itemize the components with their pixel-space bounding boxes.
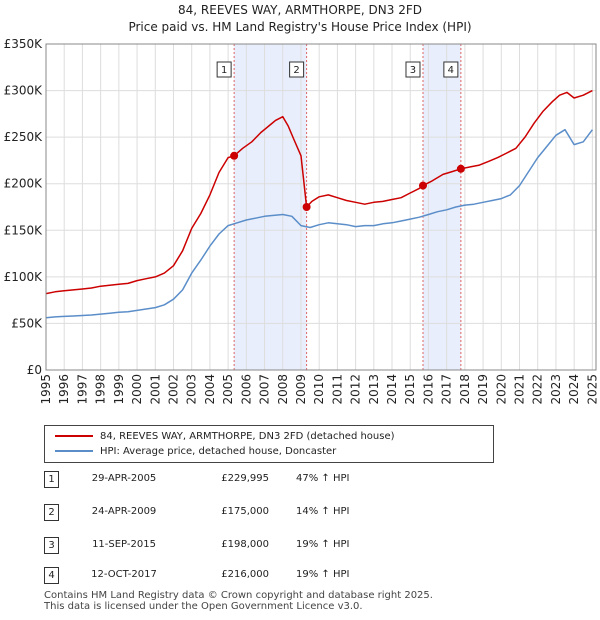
price-chart: £0 £50K £100K £150K £200K £250K £300K £350K 1995… bbox=[4, 37, 600, 405]
sale-number: 3 bbox=[44, 537, 59, 554]
sale-label-box bbox=[216, 61, 232, 78]
sale-row: 4 12-OCT-2017 £216,000 19% ↑ HPI bbox=[44, 567, 524, 585]
sale-row: 3 11-SEP-2015 £198,000 19% ↑ HPI bbox=[44, 537, 524, 555]
sale-label-box bbox=[443, 61, 459, 78]
sale-label-box bbox=[289, 61, 305, 78]
x-tick-label: 2013 bbox=[367, 374, 381, 405]
y-tick-label: £150K bbox=[4, 223, 44, 237]
property-price-line bbox=[45, 89, 593, 295]
x-tick-label: 1999 bbox=[112, 374, 126, 405]
sale-point bbox=[230, 151, 239, 160]
x-tick-label: 1996 bbox=[57, 374, 71, 405]
x-tick-label: 2006 bbox=[239, 374, 253, 405]
sale-date: 24-APR-2009 bbox=[91, 506, 157, 517]
sale-date: 29-APR-2005 bbox=[91, 473, 157, 484]
x-tick-label: 2018 bbox=[458, 374, 472, 405]
x-tick-label: 2003 bbox=[185, 374, 199, 405]
x-tick-label: 1997 bbox=[75, 374, 89, 405]
sale-label-text: 4 bbox=[448, 65, 454, 76]
x-tick-label: 2021 bbox=[513, 374, 527, 405]
x-tick-label: 2010 bbox=[312, 374, 326, 405]
hpi-line bbox=[45, 128, 593, 319]
sale-label-box bbox=[405, 61, 421, 78]
y-tick-label: £300K bbox=[4, 84, 44, 98]
sale-label-text: 1 bbox=[221, 65, 227, 76]
footer-licence: This data is licensed under the Open Gov… bbox=[44, 601, 363, 612]
sale-price: £229,995 bbox=[221, 473, 269, 484]
plot-border bbox=[45, 43, 597, 371]
x-tick-label: 2009 bbox=[294, 374, 308, 405]
x-tick-label: 2023 bbox=[549, 374, 563, 405]
x-tick-label: 2011 bbox=[330, 374, 344, 405]
x-tick-label: 2000 bbox=[130, 374, 144, 405]
x-tick-label: 2004 bbox=[203, 374, 217, 405]
legend-label-property: 84, REEVES WAY, ARMTHORPE, DN3 2FD (deta… bbox=[100, 431, 395, 442]
chart-title-line1: 84, REEVES WAY, ARMTHORPE, DN3 2FD bbox=[178, 3, 422, 17]
x-tick-label: 2001 bbox=[148, 374, 162, 405]
x-tick-label: 2007 bbox=[258, 374, 272, 405]
sale-hpi-diff: 19% ↑ HPI bbox=[296, 539, 350, 550]
x-tick-label: 2014 bbox=[385, 374, 399, 405]
x-tick-label: 2012 bbox=[349, 374, 363, 405]
y-tick-label: £0 bbox=[27, 363, 42, 377]
sale-date: 12-OCT-2017 bbox=[91, 569, 157, 580]
x-tick-label: 2016 bbox=[421, 374, 435, 405]
chart-title: 84, REEVES WAY, ARMTHORPE, DN3 2FD Price… bbox=[0, 2, 600, 36]
x-tick-label: 2008 bbox=[276, 374, 290, 405]
y-tick-label: £200K bbox=[4, 177, 44, 191]
x-tick-label: 2015 bbox=[403, 374, 417, 405]
sale-price: £216,000 bbox=[221, 569, 269, 580]
sale-price: £175,000 bbox=[221, 506, 269, 517]
y-tick-label: £350K bbox=[4, 37, 44, 51]
sale-hpi-diff: 47% ↑ HPI bbox=[296, 473, 350, 484]
x-tick-label: 2020 bbox=[494, 374, 508, 405]
sale-row: 1 29-APR-2005 £229,995 47% ↑ HPI bbox=[44, 471, 524, 489]
y-tick-label: £250K bbox=[4, 130, 44, 144]
y-tick-label: £50K bbox=[11, 316, 43, 330]
sale-point bbox=[456, 164, 465, 173]
y-tick-label: £100K bbox=[4, 270, 44, 284]
x-tick-label: 1995 bbox=[39, 374, 53, 405]
sale-hpi-diff: 14% ↑ HPI bbox=[296, 506, 350, 517]
sale-number: 1 bbox=[44, 471, 59, 488]
sale-row: 2 24-APR-2009 £175,000 14% ↑ HPI bbox=[44, 504, 524, 522]
sale-hpi-diff: 19% ↑ HPI bbox=[296, 569, 350, 580]
sale-date: 11-SEP-2015 bbox=[92, 539, 156, 550]
sale-label-text: 2 bbox=[293, 65, 299, 76]
sale-price: £198,000 bbox=[221, 539, 269, 550]
x-tick-label: 2019 bbox=[476, 374, 490, 405]
x-tick-label: 2017 bbox=[440, 374, 454, 405]
x-tick-label: 2024 bbox=[567, 374, 581, 405]
sale-number: 2 bbox=[44, 504, 59, 521]
sale-number: 4 bbox=[44, 567, 59, 584]
legend-item-property: 84, REEVES WAY, ARMTHORPE, DN3 2FD (deta… bbox=[55, 430, 395, 444]
x-tick-label: 2002 bbox=[166, 374, 180, 405]
sale-period-shade bbox=[234, 44, 307, 370]
sale-point bbox=[302, 203, 311, 211]
sale-label-text: 3 bbox=[410, 65, 416, 76]
chart-legend: 84, REEVES WAY, ARMTHORPE, DN3 2FD (deta… bbox=[44, 425, 494, 463]
x-tick-label: 2025 bbox=[585, 374, 599, 405]
legend-item-hpi: HPI: Average price, detached house, Donc… bbox=[55, 445, 336, 459]
x-tick-label: 2005 bbox=[221, 374, 235, 405]
chart-title-line2: Price paid vs. HM Land Registry's House … bbox=[128, 20, 472, 34]
sale-point bbox=[418, 181, 427, 190]
footer: Contains HM Land Registry data © Crown c… bbox=[44, 590, 433, 612]
legend-swatch-property bbox=[55, 435, 93, 437]
legend-label-hpi: HPI: Average price, detached house, Donc… bbox=[100, 446, 337, 457]
legend-swatch-hpi bbox=[55, 450, 93, 452]
x-tick-label: 2022 bbox=[531, 374, 545, 405]
x-tick-label: 1998 bbox=[94, 374, 108, 405]
footer-copyright: Contains HM Land Registry data © Crown c… bbox=[44, 590, 433, 601]
